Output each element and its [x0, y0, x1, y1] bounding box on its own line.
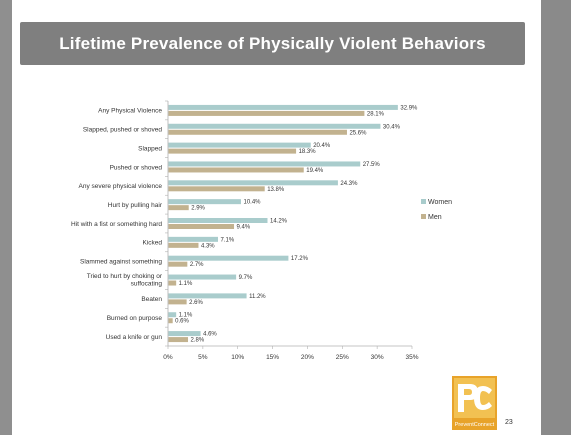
data-label-men: 19.4%: [306, 168, 324, 174]
legend-swatch-men: [421, 214, 426, 219]
bar-women: [168, 255, 289, 261]
x-tick-label: 25%: [336, 354, 349, 361]
category-label: Used a knife or gun: [106, 334, 163, 341]
category-label: Pushed or shoved: [110, 164, 163, 171]
data-label-women: 14.2%: [270, 219, 288, 225]
data-label-men: 25.6%: [349, 130, 367, 136]
category-label: Hit with a fist or something hard: [71, 221, 162, 228]
data-label-men: 2.8%: [191, 338, 205, 344]
data-label-women: 1.1%: [179, 313, 193, 319]
data-label-women: 4.6%: [203, 332, 217, 338]
bar-men: [168, 224, 235, 229]
bar-women: [168, 180, 338, 186]
category-label: Slapped: [138, 145, 162, 152]
slide-title: Lifetime Prevalence of Physically Violen…: [59, 33, 486, 53]
data-label-women: 9.7%: [239, 275, 253, 281]
bar-men: [168, 148, 297, 154]
x-tick-label: 15%: [266, 354, 279, 361]
logo-text: PreventConnect: [455, 422, 495, 428]
bar-men: [168, 129, 347, 135]
bar-men: [168, 280, 177, 286]
data-label-women: 17.2%: [291, 256, 309, 262]
data-label-men: 28.1%: [367, 111, 385, 117]
data-label-women: 24.3%: [340, 181, 358, 187]
data-label-men: 2.6%: [189, 300, 203, 306]
x-tick-label: 5%: [198, 354, 208, 361]
category-label: Beaten: [141, 296, 162, 303]
x-tick-label: 20%: [301, 354, 314, 361]
category-label: Kicked: [142, 240, 162, 247]
data-label-men: 4.3%: [201, 243, 215, 249]
bar-men: [168, 261, 188, 267]
category-label: Tried to hurt by choking or suffocating: [87, 273, 163, 288]
data-label-women: 32.9%: [400, 105, 418, 111]
bar-women: [168, 161, 361, 167]
legend-swatch-women: [421, 199, 426, 204]
data-label-men: 2.9%: [191, 206, 205, 212]
slide-content: [12, 0, 541, 435]
category-label: Hurt by pulling hair: [108, 202, 163, 209]
bar-men: [168, 242, 199, 248]
bar-men: [168, 167, 304, 173]
x-tick-label: 10%: [231, 354, 244, 361]
x-tick-label: 0%: [163, 354, 173, 361]
bar-women: [168, 142, 311, 148]
x-tick-label: 30%: [371, 354, 384, 361]
data-label-women: 7.1%: [220, 237, 234, 243]
category-label: Slapped, pushed or shoved: [83, 127, 163, 134]
title-bar: Lifetime Prevalence of Physically Violen…: [20, 22, 525, 65]
preventconnect-logo: PreventConnect: [452, 376, 497, 430]
page-number: 23: [505, 419, 513, 426]
bar-women: [168, 236, 218, 242]
slide-left-border: [0, 0, 12, 435]
bar-men: [168, 337, 189, 343]
data-label-men: 9.4%: [237, 225, 251, 231]
data-label-men: 13.8%: [267, 187, 285, 193]
bar-women: [168, 199, 242, 205]
bar-women: [168, 104, 398, 110]
x-tick-label: 35%: [405, 354, 418, 361]
bar-men: [168, 186, 265, 192]
bar-women: [168, 312, 177, 318]
data-label-women: 30.4%: [383, 124, 401, 130]
data-label-women: 10.4%: [244, 200, 262, 206]
data-label-men: 18.3%: [299, 149, 317, 155]
slide-right-border: [541, 0, 571, 435]
data-label-men: 1.1%: [179, 281, 193, 287]
data-label-men: 2.7%: [190, 262, 204, 268]
category-label: Any severe physical violence: [79, 183, 163, 190]
bar-women: [168, 218, 268, 223]
category-label: Burned on purpose: [107, 315, 163, 322]
bar-men: [168, 318, 173, 324]
category-label: Any Physical Violence: [98, 108, 162, 115]
category-label: Slammed against something: [80, 258, 162, 265]
legend-label-men: Men: [428, 214, 442, 221]
data-label-men: 0.6%: [175, 319, 189, 325]
bar-men: [168, 205, 189, 211]
bar-men: [168, 299, 187, 305]
legend-label-women: Women: [428, 199, 452, 206]
data-label-women: 27.5%: [363, 162, 381, 168]
bar-women: [168, 123, 381, 129]
bar-women: [168, 274, 237, 280]
data-label-women: 20.4%: [313, 143, 331, 149]
bar-women: [168, 293, 247, 299]
data-label-women: 11.2%: [249, 294, 266, 300]
bar-men: [168, 110, 365, 116]
bar-women: [168, 331, 201, 337]
